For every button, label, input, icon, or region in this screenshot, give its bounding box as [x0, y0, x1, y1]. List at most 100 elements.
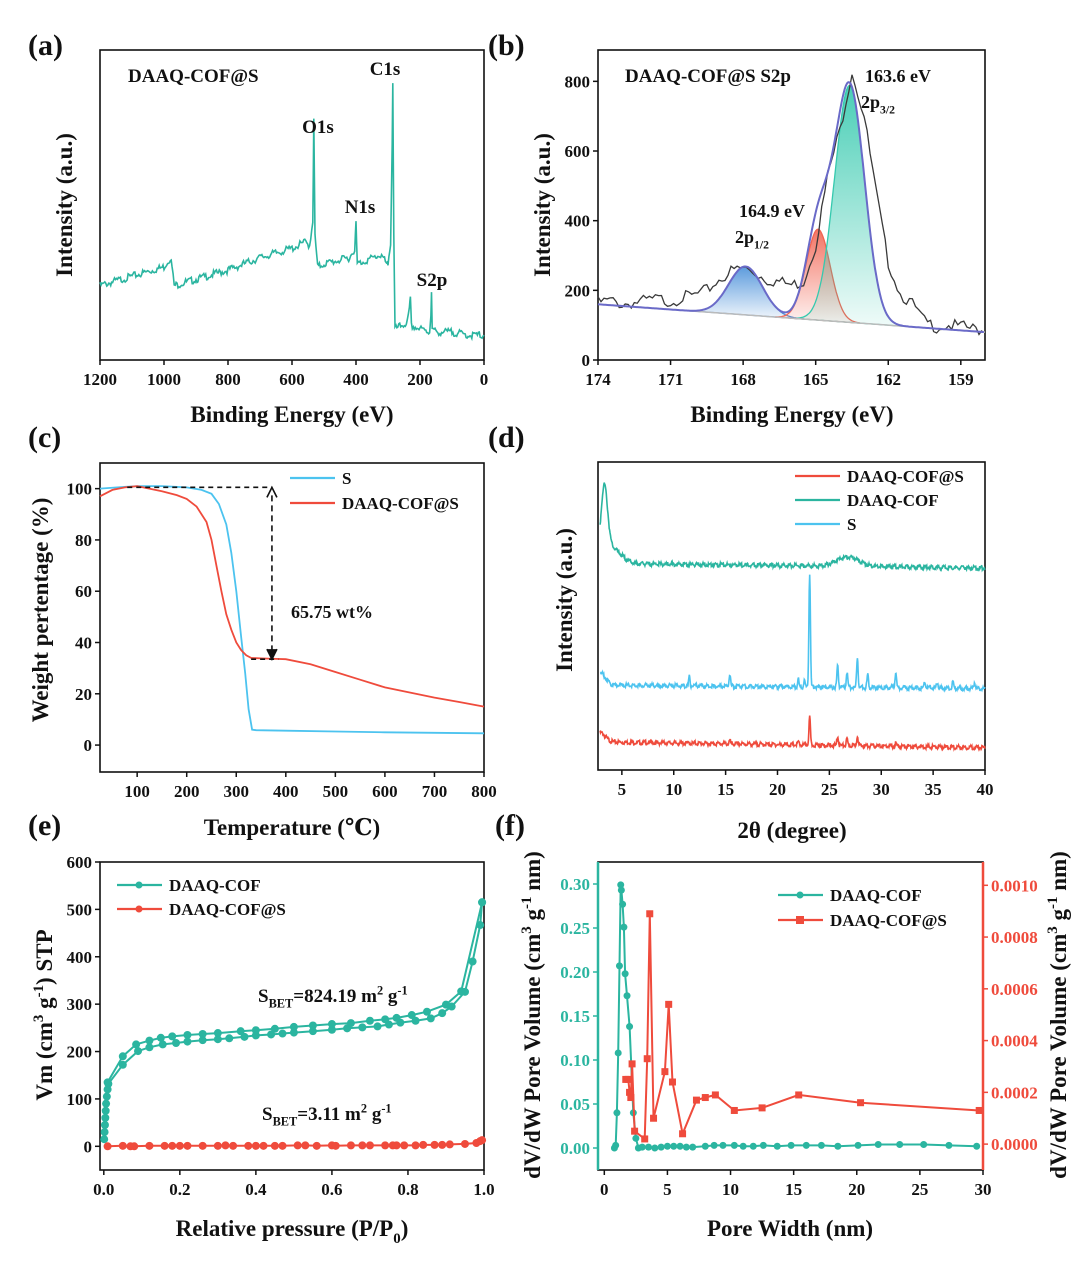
data-point: [346, 1019, 355, 1028]
sample-label: DAAQ-COF@S S2p: [625, 66, 791, 87]
series-daaq-cof-s-adsorption: [103, 1136, 487, 1151]
y-tick-label: 400: [67, 948, 93, 967]
y-tick-label: 20: [75, 685, 92, 704]
data-point: [624, 1075, 632, 1083]
data-point: [641, 1135, 649, 1143]
y-tick-label: 500: [67, 900, 93, 919]
data-point: [663, 1142, 671, 1150]
sbet-label-part: 2: [377, 983, 383, 997]
series-s-line: [99, 485, 485, 735]
data-point: [229, 1141, 238, 1150]
data-point: [236, 1027, 245, 1036]
y-tick-label: 0.00: [560, 1139, 590, 1158]
sbet-label-part: =3.11 m: [297, 1104, 361, 1125]
data-point: [168, 1141, 177, 1150]
peak-annotation-part: 2p: [735, 227, 754, 247]
y-axis-title-part: g: [32, 997, 57, 1015]
sbet-label-part: BET: [273, 1115, 298, 1129]
x-tick-label: 162: [876, 370, 902, 389]
y-axis-title-part: -1: [519, 897, 535, 909]
x-tick-label: 200: [174, 782, 200, 801]
y-right-tick-label: 0.0010: [991, 876, 1038, 895]
y-tick-label: 0: [582, 351, 591, 370]
data-point: [614, 1049, 622, 1057]
peak-annotation-part: 164.9 eV: [739, 201, 805, 221]
data-point: [749, 1142, 757, 1150]
sbet-label-part: -1: [397, 983, 407, 997]
plot-frame: [99, 462, 485, 773]
data-point: [213, 1141, 222, 1150]
legend-label: DAAQ-COF: [169, 876, 261, 895]
y-axis-title: Weight pertentage (%): [28, 498, 53, 723]
data-point: [773, 1142, 781, 1150]
data-point: [710, 1141, 718, 1149]
data-point: [701, 1094, 709, 1102]
data-point: [160, 1141, 169, 1150]
data-point: [270, 1024, 279, 1033]
data-point: [787, 1141, 795, 1149]
data-point: [101, 1106, 110, 1115]
x-tick-label: 30: [873, 780, 890, 799]
y-axis-title-part: Intensity (a.u.): [552, 528, 577, 672]
peak-annotation-part: 163.6 eV: [865, 66, 931, 86]
y-right-axis-title-part: nm): [1046, 851, 1071, 896]
peak-label: N1s: [345, 197, 376, 218]
data-point: [400, 1141, 409, 1150]
data-point: [920, 1140, 928, 1148]
data-point: [478, 1136, 487, 1145]
y-axis-title-part: dV/dW Pore Volume (cm: [520, 934, 545, 1179]
x-tick-label: 165: [803, 370, 829, 389]
y-tick-label: 80: [75, 531, 92, 550]
x-tick-label: 0: [480, 370, 489, 389]
peak-annotation: 164.9 eV: [739, 201, 805, 221]
sbet-label-part: =824.19 m: [293, 986, 377, 1007]
data-point: [730, 1106, 738, 1114]
data-point: [834, 1142, 842, 1150]
data-point: [739, 1142, 747, 1150]
peak-label: C1s: [370, 59, 401, 80]
x-tick-label: 20: [848, 1180, 865, 1199]
data-point: [730, 1141, 738, 1149]
x-tick-label: 159: [948, 370, 974, 389]
y-tick-label: 600: [565, 142, 591, 161]
data-point: [426, 1014, 435, 1023]
y-tick-label: 800: [565, 72, 591, 91]
x-tick-label: 40: [977, 780, 994, 799]
data-point: [617, 886, 625, 894]
x-tick-label: 800: [471, 782, 497, 801]
data-point: [679, 1130, 687, 1138]
data-point: [670, 1142, 678, 1150]
panel-label: (a): [28, 29, 63, 62]
y-right-tick-label: 0.0000: [991, 1135, 1038, 1154]
legend-label: S: [342, 469, 351, 488]
data-point: [198, 1030, 207, 1039]
legend-item: DAAQ-COF: [117, 876, 261, 895]
x-axis-title: Temperature (℃): [204, 815, 380, 840]
data-point: [631, 1127, 639, 1135]
panel-label: (b): [488, 29, 525, 62]
x-tick-label: 400: [273, 782, 299, 801]
panel-c: (c) 100 200 300 400 500 600 700 800 0 20 40 60 80 100 T…: [28, 421, 497, 840]
data-point: [100, 1135, 109, 1144]
x-tick-label: 15: [785, 1180, 802, 1199]
data-point: [668, 1078, 676, 1086]
sbet-label-part: 2: [361, 1101, 367, 1115]
data-point: [270, 1141, 279, 1150]
data-point: [145, 1141, 154, 1150]
x-axis-title-part: Relative pressure (P/P: [176, 1216, 394, 1241]
y-tick-label: 0: [84, 736, 93, 755]
y-right-tick-label: 0.0004: [991, 1032, 1038, 1051]
legend-item: DAAQ-COF: [795, 491, 939, 510]
sbet-label-part: g: [383, 986, 398, 1007]
data-point: [661, 1068, 669, 1076]
peak-annotation-part: 3/2: [880, 103, 895, 116]
data-point: [422, 1007, 431, 1016]
data-point: [213, 1035, 222, 1044]
data-point: [759, 1141, 767, 1149]
data-point: [419, 1140, 428, 1149]
x-tick-label: 1.0: [473, 1180, 494, 1199]
peak-annotation-part: 2p: [861, 92, 880, 112]
y-axis-title-part: Weight pertentage (%): [28, 498, 53, 723]
data-point: [854, 1141, 862, 1149]
